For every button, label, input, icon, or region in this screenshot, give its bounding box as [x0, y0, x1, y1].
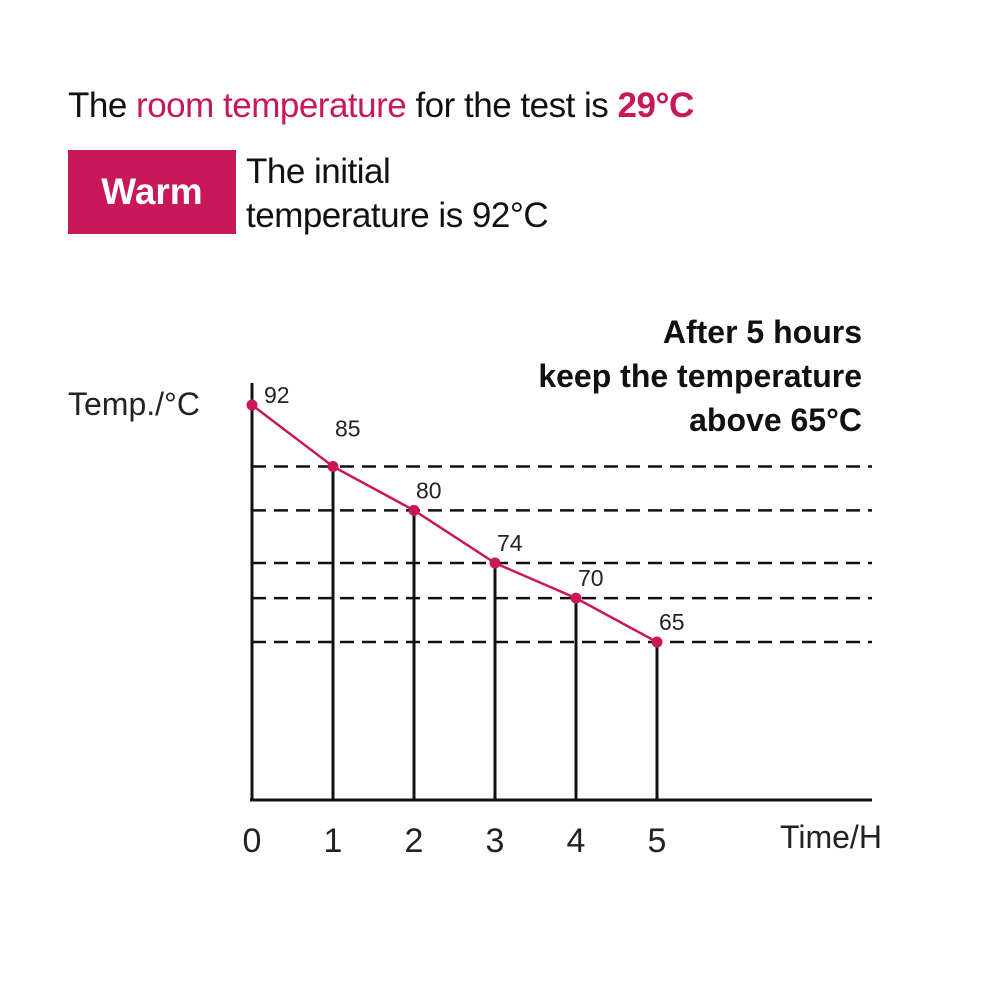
x-tick-label: 0 — [243, 822, 262, 860]
annotation-line-3: above 65°C — [689, 402, 862, 438]
data-point — [489, 557, 501, 569]
headline-highlight: room temperature — [136, 86, 407, 125]
x-tick-label: 4 — [567, 822, 586, 860]
initial-line-2: temperature is 92°C — [246, 196, 549, 235]
room-temperature-value: 29°C — [617, 86, 695, 125]
initial-temperature-text: The initial temperature is 92°C — [246, 150, 549, 238]
y-axis-label: Temp./°C — [68, 386, 200, 422]
series-line — [251, 404, 658, 644]
annotation-line-1: After 5 hours — [663, 314, 862, 350]
headline-prefix: The — [68, 86, 137, 125]
x-tick-label: 3 — [486, 822, 505, 860]
warm-badge: Warm — [68, 150, 236, 234]
data-label: 80 — [416, 477, 442, 503]
data-point — [408, 504, 420, 516]
x-tick-label: 5 — [648, 822, 667, 860]
initial-line-1: The initial — [246, 152, 391, 191]
data-label: 92 — [264, 382, 290, 408]
x-axis-label: Time/H — [780, 819, 882, 855]
headline: The room temperature for the test is 29°… — [68, 86, 694, 126]
data-point — [651, 636, 663, 648]
data-point — [327, 460, 339, 472]
x-tick-label: 2 — [405, 822, 424, 860]
data-label: 74 — [497, 530, 523, 556]
headline-middle: for the test is — [406, 86, 618, 125]
data-label: 65 — [659, 609, 685, 635]
data-point — [570, 592, 582, 604]
x-tick-label: 1 — [324, 822, 343, 860]
data-label: 85 — [335, 415, 361, 441]
annotation-line-2: keep the temperature — [538, 358, 862, 394]
data-label: 70 — [578, 565, 604, 591]
data-point — [246, 399, 258, 411]
